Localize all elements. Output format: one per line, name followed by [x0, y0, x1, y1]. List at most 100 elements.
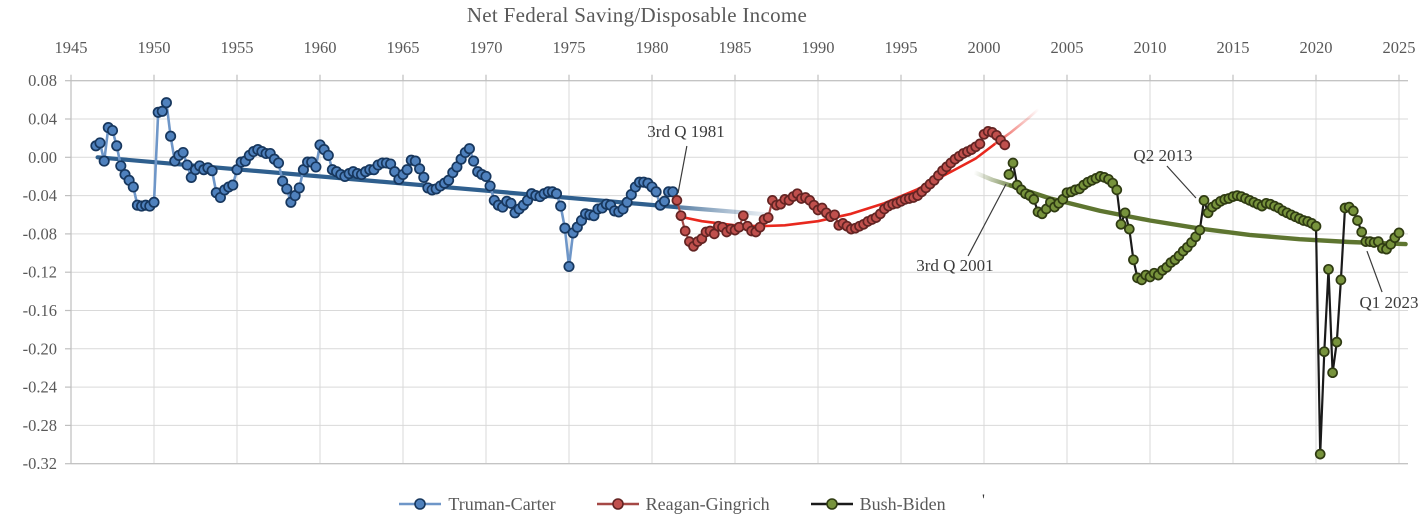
data-point-marker — [1198, 195, 1210, 206]
data-point-marker — [1119, 207, 1131, 219]
data-point-marker — [177, 146, 189, 159]
data-point-marker — [650, 186, 662, 198]
data-point-marker — [1327, 367, 1338, 379]
data-point-marker — [1352, 215, 1363, 226]
data-point-marker — [1356, 226, 1368, 238]
y-axis-label: -0.04 — [23, 186, 57, 205]
data-point-marker — [165, 130, 177, 142]
data-point-marker — [974, 138, 986, 150]
data-point-marker — [414, 163, 426, 175]
data-point-marker — [671, 195, 683, 206]
x-axis-label: 1960 — [304, 38, 337, 57]
data-point-marker — [1310, 220, 1322, 232]
data-point-marker — [310, 161, 322, 173]
x-axis-label: 1950 — [138, 38, 171, 57]
legend-line-marker-swatch — [399, 498, 442, 510]
y-axis-label: -0.08 — [23, 224, 57, 243]
y-axis-label: -0.24 — [23, 378, 57, 397]
legend-item-reagan-gingrich: Reagan-Gingrich — [596, 494, 770, 515]
x-axis-label: 1995 — [885, 38, 918, 57]
data-point-marker — [115, 160, 127, 172]
y-axis-label: -0.20 — [23, 339, 57, 358]
data-point-marker — [762, 212, 774, 223]
data-point-marker — [484, 180, 496, 192]
x-axis-label: 1945 — [55, 38, 88, 57]
data-point-marker — [1007, 157, 1019, 169]
data-point-marker — [401, 164, 413, 176]
data-point-marker — [679, 225, 691, 237]
x-axis-label: 1980 — [636, 38, 669, 57]
x-axis-label: 1955 — [221, 38, 254, 57]
y-axis-label: 0.04 — [28, 110, 57, 129]
data-point-marker — [1128, 254, 1139, 266]
data-point-marker — [480, 170, 492, 182]
data-point-marker — [281, 183, 293, 195]
data-point-marker — [675, 210, 687, 222]
data-point-marker — [829, 209, 840, 221]
data-point-marker — [94, 137, 106, 149]
data-point-marker — [148, 196, 160, 208]
data-point-marker — [1194, 224, 1206, 236]
legend-label: Reagan-Gingrich — [645, 493, 770, 514]
data-point-marker — [1314, 448, 1326, 460]
annotation-leader-line — [1366, 250, 1383, 293]
data-point-marker — [555, 200, 567, 212]
data-point-marker — [550, 188, 563, 200]
data-point-marker — [322, 149, 334, 161]
data-point-marker — [999, 139, 1011, 151]
x-axis-label: 1990 — [802, 38, 835, 57]
annotation-label: 3rd Q 1981 — [647, 122, 724, 141]
data-point-marker — [1115, 218, 1127, 230]
data-point-marker — [293, 182, 305, 194]
annotation-leader-line — [967, 183, 1007, 257]
x-axis-label: 2020 — [1300, 38, 1333, 57]
x-axis-label: 2025 — [1383, 38, 1416, 57]
legend-extra-mark: ' — [982, 492, 985, 509]
data-point-marker — [1318, 346, 1330, 358]
data-point-marker — [563, 260, 575, 273]
data-point-marker — [160, 97, 172, 109]
x-axis-label: 2015 — [1217, 38, 1250, 57]
data-point-marker — [463, 143, 475, 155]
x-axis-label: 1965 — [387, 38, 420, 57]
y-axis-label: -0.16 — [23, 301, 57, 320]
data-point-marker — [658, 195, 671, 207]
annotation-leader-line — [1166, 165, 1197, 199]
x-axis-label: 2005 — [1051, 38, 1084, 57]
data-point-marker — [1335, 274, 1347, 286]
trend-line-extension — [674, 205, 779, 218]
trend-line-extension — [971, 169, 1013, 188]
legend-line-marker-swatch — [596, 498, 639, 510]
legend-item-bush-biden: Bush-Biden — [810, 494, 946, 515]
annotation-leader-line — [677, 145, 688, 194]
data-point-marker — [1347, 205, 1359, 217]
annotation-label: 3rd Q 2001 — [916, 256, 993, 275]
data-point-marker — [505, 197, 517, 209]
x-axis-label: 1975 — [553, 38, 586, 57]
data-point-marker — [468, 155, 480, 167]
y-axis-label: -0.12 — [23, 263, 57, 282]
data-point-marker — [156, 105, 168, 117]
data-point-marker — [559, 222, 571, 234]
data-point-marker — [98, 155, 110, 167]
annotation-label: Q2 2013 — [1133, 146, 1192, 165]
x-axis-label: 2010 — [1134, 38, 1167, 57]
data-point-marker — [1003, 169, 1015, 180]
data-point-marker — [1323, 263, 1334, 275]
y-axis-label: -0.28 — [23, 416, 57, 435]
data-point-marker — [1028, 194, 1040, 205]
data-point-marker — [206, 165, 218, 177]
data-point-marker — [272, 157, 285, 169]
data-point-marker — [418, 171, 430, 183]
legend-label: Truman-Carter — [448, 493, 556, 514]
data-point-marker — [127, 181, 139, 193]
data-point-marker — [1123, 223, 1135, 235]
x-axis-label: 1985 — [719, 38, 752, 57]
data-point-marker — [1331, 336, 1343, 348]
y-axis-label: 0.08 — [28, 71, 57, 90]
legend-line-marker-swatch — [810, 498, 853, 510]
data-point-marker — [106, 124, 119, 137]
legend-item-truman-carter: Truman-Carter — [398, 493, 556, 515]
